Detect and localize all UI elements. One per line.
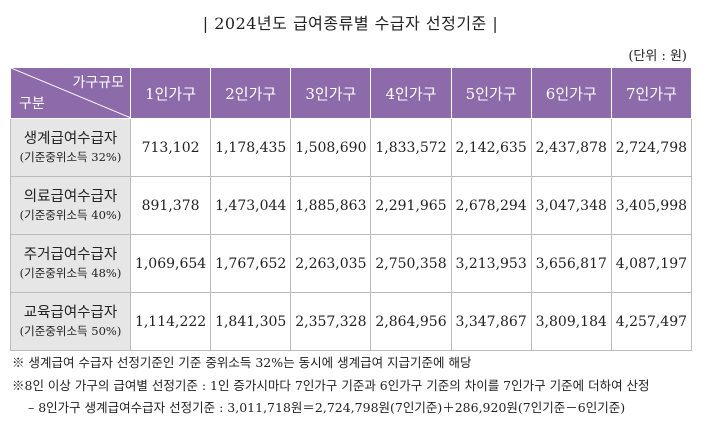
table: 가구규모 구분 1인가구 2인가구 3인가구 4인가구 5인가구 6인가구 7인가구 생계급… <box>10 67 693 351</box>
row: 생계급여수급자 (기준중위소득 32%) 713,102 1,178,435 1,508… <box>10 118 693 177</box>
row-label: 생계급여수급자 <box>23 130 118 147</box>
note: – 8인가구 생계급여수급자 선정기준 : 3,011,718원＝2,724,7… <box>28 400 626 415</box>
note: ※ 생계급여 수급자 선정기준인 기준 중위소득 32%는 동시에 생계급여 지… <box>12 355 472 370</box>
cell: 1,767,652 <box>210 234 292 293</box>
column-header: 5인가구 <box>450 67 532 119</box>
cell: 1,178,435 <box>210 118 292 177</box>
cell: 4,087,197 <box>610 234 693 293</box>
row-header: 의료급여수급자 (기준중위소득 40%) <box>10 176 131 235</box>
title: | 2024년도 급여종류별 수급자 선정기준 | <box>202 14 499 33</box>
row-label: 주거급여수급자 <box>23 246 118 263</box>
row-sublabel: (기준중위소득 48%) <box>19 265 122 280</box>
table-body: 생계급여수급자 (기준중위소득 32%) 713,102 1,178,435 1,508… <box>10 118 693 351</box>
cell: 1,508,690 <box>290 118 372 177</box>
column-header: 7인가구 <box>610 67 693 119</box>
cell: 2,357,328 <box>290 292 372 351</box>
cell: 2,678,294 <box>450 176 532 235</box>
row-header: 주거급여수급자 (기준중위소득 48%) <box>10 234 131 293</box>
cell: 1,885,863 <box>290 176 372 235</box>
cell: 1,069,654 <box>129 234 212 293</box>
diagonal <box>11 68 131 118</box>
cell: 1,841,305 <box>210 292 292 351</box>
header-row: 가구규모 구분 1인가구 2인가구 3인가구 4인가구 5인가구 6인가구 7인가구 <box>10 67 693 119</box>
column-header: 1인가구 <box>129 67 212 119</box>
cell: 2,437,878 <box>530 118 612 177</box>
row-header: 생계급여수급자 (기준중위소득 32%) <box>10 118 131 177</box>
cell: 1,833,572 <box>370 118 452 177</box>
cell: 2,263,035 <box>290 234 372 293</box>
cell: 891,378 <box>129 176 212 235</box>
cell: 4,257,497 <box>610 292 693 351</box>
cell: 3,347,867 <box>450 292 532 351</box>
cell: 3,405,998 <box>610 176 693 235</box>
corner-top: 가구규모 <box>72 75 124 91</box>
cell: 3,213,953 <box>450 234 532 293</box>
unit: (단위 : 원) <box>628 49 687 64</box>
cell: 2,724,798 <box>610 118 693 177</box>
row-label: 의료급여수급자 <box>23 188 118 205</box>
cell: 2,864,956 <box>370 292 452 351</box>
corner-bottom: 구분 <box>19 96 45 112</box>
cell: 1,114,222 <box>129 292 212 351</box>
cell: 2,291,965 <box>370 176 452 235</box>
row-label: 교육급여수급자 <box>23 304 118 321</box>
row: 주거급여수급자 (기준중위소득 48%) 1,069,654 1,767,652 2,2… <box>10 234 693 293</box>
cell: 713,102 <box>129 118 212 177</box>
column-header: 3인가구 <box>290 67 372 119</box>
row: 의료급여수급자 (기준중위소득 40%) 891,378 1,473,044 1,885… <box>10 176 693 235</box>
row: 교육급여수급자 (기준중위소득 50%) 1,114,222 1,841,305 2,3… <box>10 292 693 351</box>
cell: 3,656,817 <box>530 234 612 293</box>
column-header: 2인가구 <box>210 67 292 119</box>
note: ※8인 이상 가구의 급여별 선정기준 : 1인 증가시마다 7인가구 기준과 … <box>12 378 650 393</box>
row-sublabel: (기준중위소득 32%) <box>19 149 122 164</box>
row-sublabel: (기준중위소득 40%) <box>19 207 122 222</box>
cell: 2,142,635 <box>450 118 532 177</box>
cell: 3,047,348 <box>530 176 612 235</box>
row-sublabel: (기준중위소득 50%) <box>19 323 122 338</box>
column-header: 4인가구 <box>370 67 452 119</box>
cell: 3,809,184 <box>530 292 612 351</box>
cell: 1,473,044 <box>210 176 292 235</box>
column-header: 6인가구 <box>530 67 612 119</box>
row-header: 교육급여수급자 (기준중위소득 50%) <box>10 292 131 351</box>
cell: 2,750,358 <box>370 234 452 293</box>
corner-cell: 가구규모 구분 <box>10 67 131 119</box>
